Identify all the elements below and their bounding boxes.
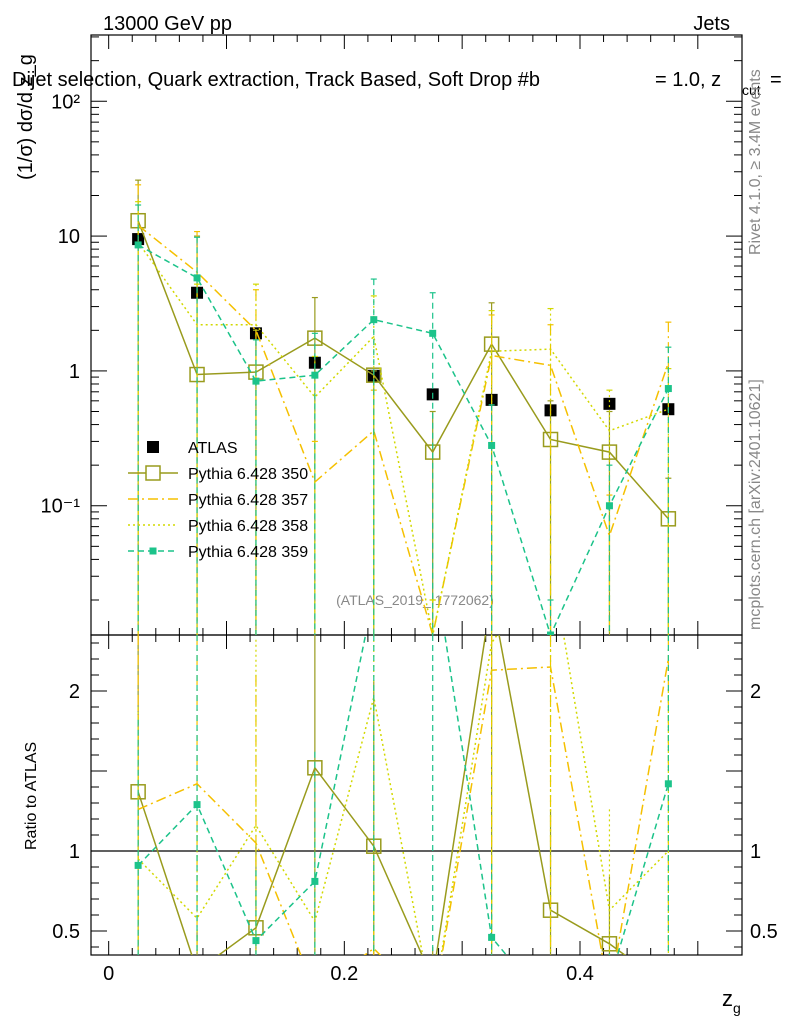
category-label: Jets	[693, 13, 730, 35]
series-line	[137, 244, 670, 635]
x-tick-label: 0.4	[566, 963, 594, 985]
x-axis-title: zg	[722, 986, 741, 1016]
legend-label: Pythia 6.428 359	[188, 544, 308, 561]
ratio-y-tick-label-right: 1	[750, 841, 761, 863]
ratio-series-marker	[134, 861, 142, 869]
legend-label: Pythia 6.428 358	[188, 518, 308, 535]
series-marker	[664, 385, 672, 393]
legend-marker	[149, 547, 157, 555]
series-marker	[429, 329, 437, 337]
ratio-series-marker	[252, 937, 260, 945]
ratio-series-line	[137, 635, 669, 955]
ratio-series-line	[137, 658, 670, 955]
plot-title: Dijet selection, Quark extraction, Track…	[12, 69, 540, 91]
series-marker	[488, 441, 496, 449]
series-marker	[547, 631, 555, 635]
x-tick-label: 0.2	[330, 963, 358, 985]
series-line	[137, 224, 670, 635]
y-tick-label: 10	[58, 226, 80, 248]
series-marker	[134, 241, 142, 249]
series-marker	[605, 502, 613, 510]
legend-marker-atlas	[147, 441, 159, 453]
rivet-version-label: Rivet 4.1.0, ≥ 3.4M events	[747, 69, 764, 255]
ratio-series-marker	[547, 1004, 554, 1011]
plot-title-suffix: = 1.0, z	[655, 69, 721, 91]
ratio-series-line	[137, 635, 626, 955]
series-marker	[193, 274, 201, 282]
legend-label: Pythia 6.428 357	[188, 492, 308, 509]
series-marker	[370, 316, 378, 324]
plot-title-end: =	[770, 69, 782, 91]
atlas-data-point	[603, 397, 616, 410]
ratio-series-marker	[606, 979, 613, 986]
series-marker	[311, 371, 319, 379]
ratio-series-marker	[661, 980, 675, 994]
ratio-y-tick-label-right: 0.5	[750, 921, 778, 943]
ratio-series-marker	[311, 877, 319, 885]
series-marker	[252, 377, 260, 385]
x-tick-label: 0	[103, 963, 114, 985]
series-marker	[601, 444, 618, 460]
ratio-series-marker	[193, 801, 201, 809]
series-line	[137, 220, 669, 520]
y-tick-label: 10²	[51, 91, 80, 113]
ratio-y-tick-label: 0.5	[52, 921, 80, 943]
ratio-y-tick-label: 1	[69, 841, 80, 863]
ratio-y-tick-label-right: 2	[750, 681, 761, 703]
legend-label: ATLAS	[188, 440, 238, 457]
ratio-series-marker	[426, 972, 440, 986]
ratio-panel-frame	[90, 634, 743, 956]
ratio-y-tick-label: 2	[69, 681, 80, 703]
ratio-y-axis-title: Ratio to ATLAS	[23, 742, 40, 850]
ratio-series-marker	[190, 964, 204, 978]
legend-marker	[145, 465, 161, 481]
y-tick-label: 1	[69, 361, 80, 383]
ratio-series-marker	[664, 780, 672, 788]
y-tick-label: 10⁻¹	[41, 496, 81, 518]
ratio-series-marker	[488, 933, 496, 941]
energy-label: 13000 GeV pp	[103, 13, 232, 35]
mcplots-label: mcplots.cern.ch [arXiv:2401.10621]	[747, 379, 764, 630]
y-axis-title: (1/σ) dσ/d z_g	[15, 54, 37, 180]
analysis-label: (ATLAS_2019_I1772062)	[336, 592, 494, 608]
legend-label: Pythia 6.428 350	[188, 466, 308, 483]
plot-title-sub: cut	[742, 82, 761, 98]
series-line	[137, 241, 669, 635]
